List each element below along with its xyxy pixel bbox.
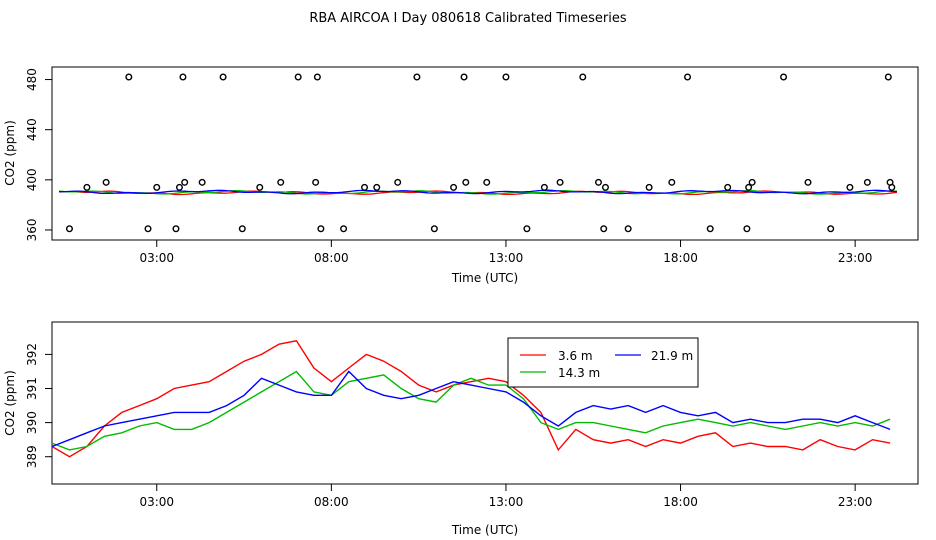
legend-box [507,337,699,388]
bottom-x-tick-label: 03:00 [139,495,174,509]
top-panel: 03:00 08:00 13:00 18:00 23:00 360 400 440 480 T… [3,66,919,285]
top-data-point [198,178,206,186]
top-data-point [645,183,653,191]
top-data-point [827,225,835,233]
top-data-point [102,178,110,186]
bottom-series-line [51,370,891,451]
top-data-point [313,73,321,81]
top-data-point [219,73,227,81]
top-data-point [743,225,751,233]
top-data-point [684,73,692,81]
legend-label-3-6m: 3.6 m [558,349,593,363]
top-y-tick-label: 440 [25,118,39,141]
top-data-point [256,183,264,191]
legend: 3.6 m 21.9 m 14.3 m [507,337,699,388]
top-x-tick-label: 08:00 [314,251,349,265]
top-y-axis-label: CO2 (ppm) [3,120,17,186]
top-data-point [460,73,468,81]
top-x-tick-label: 03:00 [139,251,174,265]
top-data-point [175,183,183,191]
top-data-point [65,225,73,233]
bottom-x-tick-label: 08:00 [314,495,349,509]
top-series-line [59,189,898,195]
top-data-point [317,225,325,233]
top-y-tick-label: 480 [25,68,39,91]
top-x-tick-label: 18:00 [663,251,698,265]
top-data-point [361,183,369,191]
top-data-point [624,225,632,233]
top-data-point [413,73,421,81]
top-data-point [394,178,402,186]
top-data-point [706,225,714,233]
bottom-y-tick-label: 391 [25,377,39,400]
figure-title: RBA AIRCOA I Day 080618 Calibrated Times… [309,11,627,26]
top-data-point [430,225,438,233]
top-data-point [745,183,753,191]
top-data-point [724,183,732,191]
top-data-point [312,178,320,186]
bottom-y-tick-label: 392 [25,343,39,366]
top-data-point [748,178,756,186]
top-data-point [668,178,676,186]
top-data-point [181,178,189,186]
top-data-point [483,178,491,186]
top-y-axis: 360 400 440 480 [25,68,52,241]
bottom-x-tick-label: 13:00 [489,495,524,509]
top-data-point [863,178,871,186]
top-data-point [125,73,133,81]
top-plot-frame [51,66,919,241]
top-data-point [594,178,602,186]
top-y-tick-label: 400 [25,168,39,191]
top-data-point [540,183,548,191]
top-data-point [884,73,892,81]
bottom-plot-marks [51,340,891,458]
top-data-point [179,73,187,81]
bottom-series-line [51,340,891,458]
top-data-point [340,225,348,233]
bottom-x-axis-label: Time (UTC) [451,523,518,537]
bottom-panel: 03:00 08:00 13:00 18:00 23:00 389 390 391 392 T… [3,321,919,537]
top-data-point [277,178,285,186]
top-data-point [579,73,587,81]
bottom-series-line [51,370,891,448]
top-data-point [373,183,381,191]
top-x-tick-label: 13:00 [489,251,524,265]
bottom-plot-frame [51,321,919,485]
top-x-axis-label: Time (UTC) [451,271,518,285]
top-data-point [294,73,302,81]
bottom-x-tick-label: 18:00 [663,495,698,509]
top-data-point [804,178,812,186]
top-data-point [83,183,91,191]
bottom-x-tick-label: 23:00 [838,495,873,509]
top-data-point [888,183,896,191]
top-x-axis: 03:00 08:00 13:00 18:00 23:00 [139,240,872,265]
top-data-point [238,225,246,233]
legend-label-14-3m: 14.3 m [558,366,600,380]
legend-label-21-9m: 21.9 m [651,349,693,363]
top-data-point [600,225,608,233]
top-data-point [556,178,564,186]
top-data-point [502,73,510,81]
top-data-point [144,225,152,233]
bottom-y-axis-label: CO2 (ppm) [3,370,17,436]
top-data-point [172,225,180,233]
bottom-y-tick-label: 389 [25,445,39,468]
top-y-tick-label: 360 [25,219,39,242]
top-data-point [601,183,609,191]
top-x-tick-label: 23:00 [838,251,873,265]
top-plot-marks [58,73,898,233]
top-data-point [846,183,854,191]
bottom-y-tick-label: 390 [25,411,39,434]
top-data-point [780,73,788,81]
top-data-point [462,178,470,186]
top-data-point [523,225,531,233]
top-data-point [450,183,458,191]
bottom-x-axis: 03:00 08:00 13:00 18:00 23:00 [139,484,872,509]
top-data-point [153,183,161,191]
bottom-y-axis: 389 390 391 392 [25,343,52,468]
